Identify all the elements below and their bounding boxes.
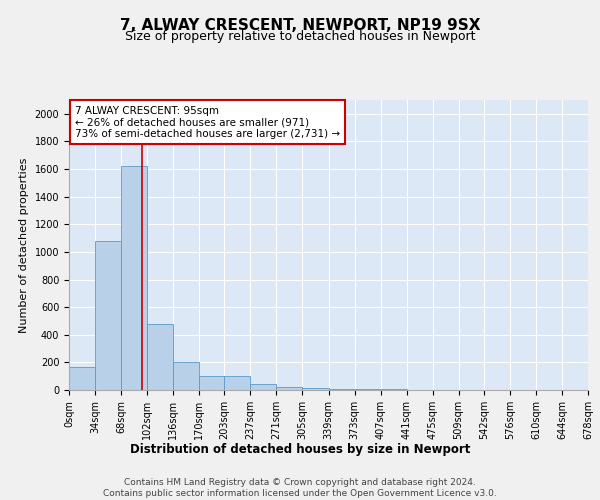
Bar <box>121 166 147 390</box>
Bar <box>199 376 224 390</box>
Bar <box>380 388 407 390</box>
Bar <box>277 386 302 390</box>
Bar <box>302 388 329 390</box>
Bar <box>250 384 277 390</box>
Bar <box>329 388 355 390</box>
Bar <box>355 388 380 390</box>
Bar <box>224 376 250 390</box>
Text: Contains HM Land Registry data © Crown copyright and database right 2024.
Contai: Contains HM Land Registry data © Crown c… <box>103 478 497 498</box>
Text: Distribution of detached houses by size in Newport: Distribution of detached houses by size … <box>130 442 470 456</box>
Y-axis label: Number of detached properties: Number of detached properties <box>19 158 29 332</box>
Text: Size of property relative to detached houses in Newport: Size of property relative to detached ho… <box>125 30 475 43</box>
Bar <box>69 367 95 390</box>
Bar <box>95 241 121 390</box>
Bar <box>147 324 173 390</box>
Text: 7 ALWAY CRESCENT: 95sqm
← 26% of detached houses are smaller (971)
73% of semi-d: 7 ALWAY CRESCENT: 95sqm ← 26% of detache… <box>75 106 340 138</box>
Text: 7, ALWAY CRESCENT, NEWPORT, NP19 9SX: 7, ALWAY CRESCENT, NEWPORT, NP19 9SX <box>120 18 480 32</box>
Bar <box>173 362 199 390</box>
